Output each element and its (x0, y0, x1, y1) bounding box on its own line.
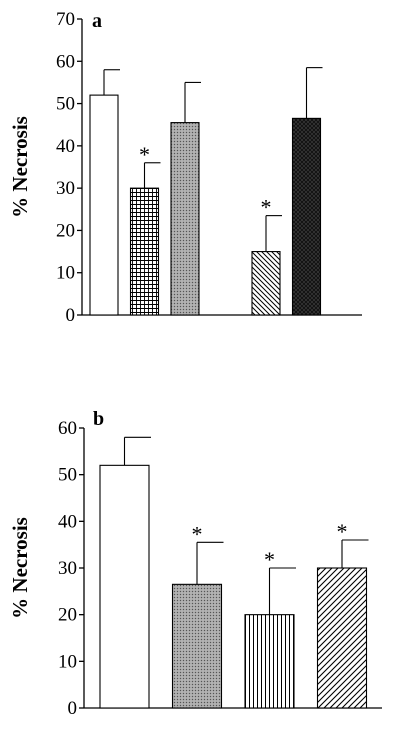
panel-letter: a (92, 10, 102, 32)
significance-marker: * (261, 195, 272, 220)
y-tick-label: 30 (56, 178, 75, 199)
y-tick-label: 20 (58, 605, 77, 626)
y-tick-label: 60 (56, 51, 75, 72)
y-tick-label: 10 (58, 651, 77, 672)
significance-marker: * (139, 142, 150, 167)
panel-a: 0 10 20 30 40 50 60 70 a % Necrosis * * (8, 9, 362, 326)
panel-b: 0 10 20 30 40 50 60 b % Necrosis * * * (8, 408, 382, 719)
y-tick-label: 50 (56, 94, 75, 115)
bar-4 (251, 251, 281, 316)
y-tick-label: 40 (58, 511, 77, 532)
significance-marker: * (264, 547, 275, 572)
bar-3 (170, 122, 200, 316)
panel-letter: b (93, 408, 104, 430)
bar-3 (244, 614, 295, 709)
bar-2 (171, 583, 223, 709)
y-tick-label: 0 (68, 698, 78, 719)
y-axis-label: % Necrosis (8, 517, 32, 619)
y-tick-label: 60 (58, 418, 77, 439)
y-tick-label: 10 (56, 263, 75, 284)
y-tick-label: 50 (58, 465, 77, 486)
y-axis-label: % Necrosis (8, 116, 32, 218)
bar-1 (99, 464, 150, 709)
y-tick-label: 40 (56, 136, 75, 157)
significance-marker: * (337, 519, 348, 544)
bar-4 (316, 567, 368, 709)
significance-marker: * (192, 521, 203, 546)
bar-2 (129, 187, 160, 316)
y-tick-label: 30 (58, 558, 77, 579)
y-tick-label: 70 (56, 9, 75, 30)
bar-1 (89, 94, 119, 316)
bar-5 (291, 117, 322, 316)
y-tick-label: 0 (66, 305, 76, 326)
y-tick-label: 20 (56, 220, 75, 241)
